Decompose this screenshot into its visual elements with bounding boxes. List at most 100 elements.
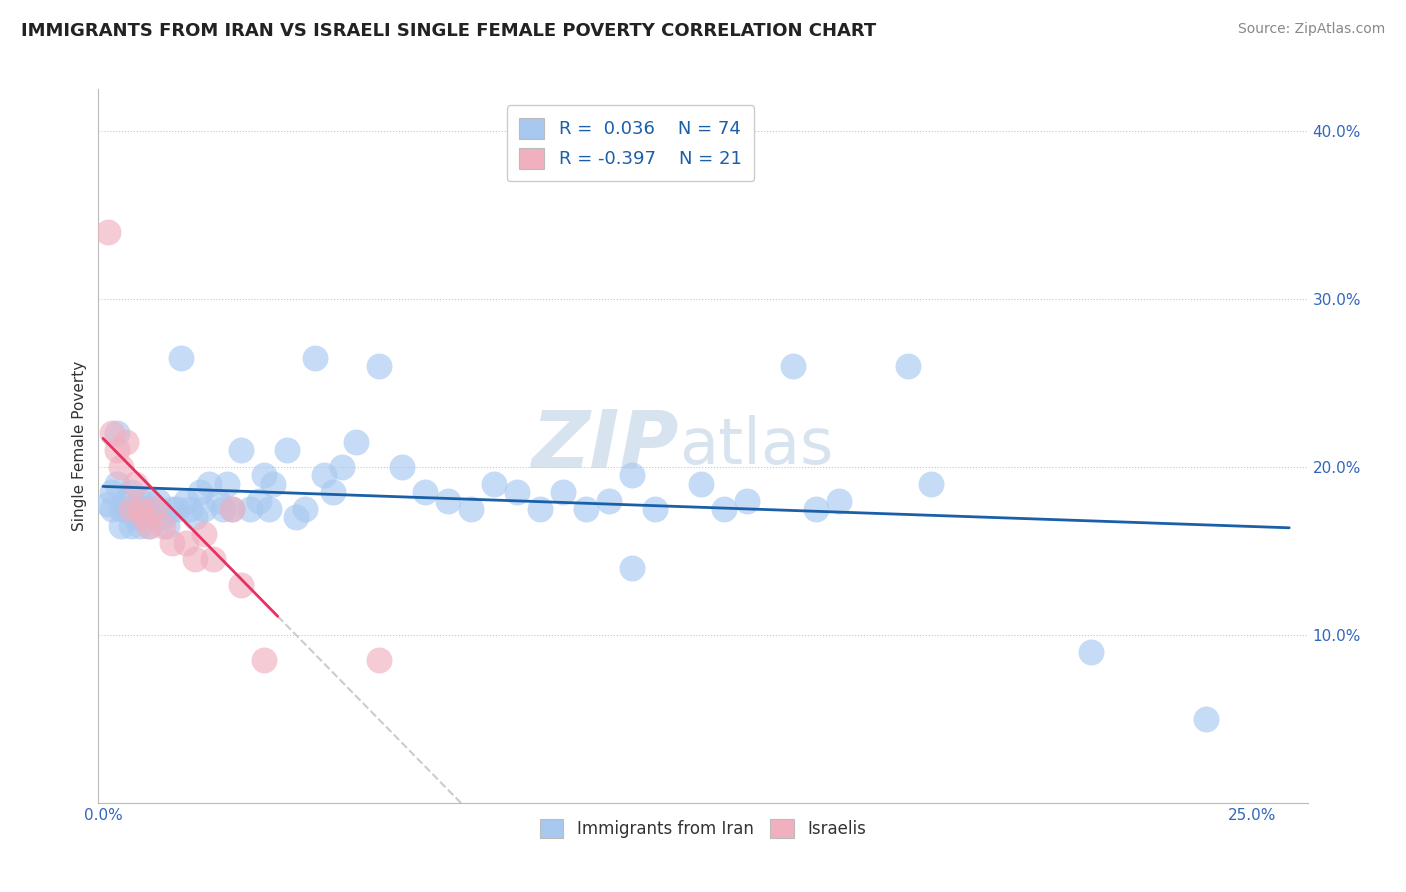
Point	[575, 502, 598, 516]
Point	[620, 560, 643, 574]
Point	[134, 502, 156, 516]
Point	[110, 518, 132, 533]
Point	[152, 510, 174, 524]
Point	[174, 535, 197, 549]
Point	[330, 460, 353, 475]
Point	[312, 468, 335, 483]
Point	[229, 577, 252, 591]
Point	[920, 476, 942, 491]
Point	[188, 485, 211, 500]
Point	[138, 518, 160, 533]
Point	[391, 460, 413, 475]
Point	[105, 426, 128, 441]
Point	[897, 359, 920, 374]
Point	[184, 552, 207, 566]
Point	[138, 518, 160, 533]
Point	[101, 485, 124, 500]
Point	[184, 510, 207, 524]
Point	[689, 476, 711, 491]
Point	[174, 493, 197, 508]
Point	[120, 485, 142, 500]
Point	[134, 510, 156, 524]
Point	[193, 527, 215, 541]
Point	[437, 493, 460, 508]
Point	[101, 426, 124, 441]
Point	[160, 535, 183, 549]
Point	[207, 493, 229, 508]
Point	[529, 502, 551, 516]
Point	[285, 510, 308, 524]
Point	[105, 443, 128, 458]
Point	[620, 468, 643, 483]
Point	[128, 518, 150, 533]
Point	[1195, 712, 1218, 726]
Point	[827, 493, 849, 508]
Legend: Immigrants from Iran, Israelis: Immigrants from Iran, Israelis	[533, 812, 873, 845]
Point	[197, 476, 219, 491]
Point	[160, 502, 183, 516]
Text: IMMIGRANTS FROM IRAN VS ISRAELI SINGLE FEMALE POVERTY CORRELATION CHART: IMMIGRANTS FROM IRAN VS ISRAELI SINGLE F…	[21, 22, 876, 40]
Point	[124, 510, 146, 524]
Point	[221, 502, 243, 516]
Point	[247, 493, 270, 508]
Point	[115, 493, 138, 508]
Point	[156, 518, 179, 533]
Text: ZIP: ZIP	[531, 407, 679, 485]
Point	[152, 518, 174, 533]
Point	[782, 359, 804, 374]
Point	[193, 502, 215, 516]
Point	[804, 502, 827, 516]
Point	[644, 502, 666, 516]
Point	[148, 493, 170, 508]
Text: Source: ZipAtlas.com: Source: ZipAtlas.com	[1237, 22, 1385, 37]
Point	[221, 502, 243, 516]
Point	[202, 552, 225, 566]
Point	[124, 476, 146, 491]
Point	[276, 443, 298, 458]
Point	[344, 434, 367, 449]
Point	[166, 502, 188, 516]
Point	[229, 443, 252, 458]
Point	[598, 493, 620, 508]
Point	[134, 510, 156, 524]
Point	[253, 468, 276, 483]
Point	[1080, 645, 1102, 659]
Point	[551, 485, 574, 500]
Point	[105, 476, 128, 491]
Point	[217, 476, 239, 491]
Point	[142, 502, 165, 516]
Point	[257, 502, 280, 516]
Point	[262, 476, 284, 491]
Point	[120, 502, 142, 516]
Point	[482, 476, 505, 491]
Point	[713, 502, 735, 516]
Point	[367, 653, 389, 667]
Point	[253, 653, 276, 667]
Point	[128, 502, 150, 516]
Point	[101, 502, 124, 516]
Point	[294, 502, 316, 516]
Point	[115, 434, 138, 449]
Point	[110, 502, 132, 516]
Point	[367, 359, 389, 374]
Point	[413, 485, 436, 500]
Point	[170, 351, 193, 365]
Point	[110, 460, 132, 475]
Point	[138, 493, 160, 508]
Point	[97, 225, 120, 239]
Point	[211, 502, 233, 516]
Text: atlas: atlas	[679, 415, 834, 477]
Point	[97, 497, 120, 511]
Point	[142, 502, 165, 516]
Point	[120, 518, 142, 533]
Point	[304, 351, 326, 365]
Point	[460, 502, 482, 516]
Point	[239, 502, 262, 516]
Y-axis label: Single Female Poverty: Single Female Poverty	[72, 361, 87, 531]
Point	[115, 502, 138, 516]
Point	[128, 493, 150, 508]
Point	[735, 493, 758, 508]
Point	[506, 485, 529, 500]
Point	[179, 502, 201, 516]
Point	[124, 502, 146, 516]
